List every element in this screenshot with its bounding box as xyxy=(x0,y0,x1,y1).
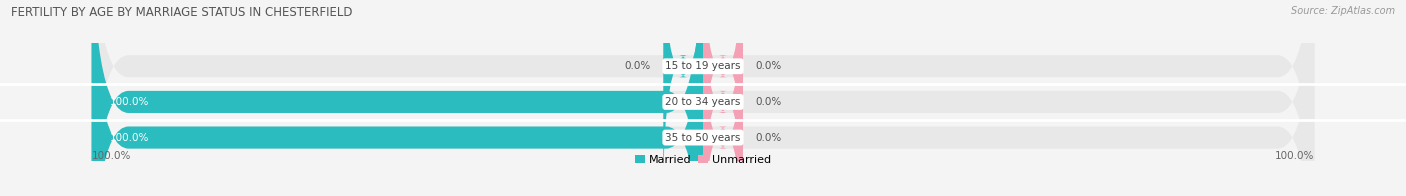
Text: 100.0%: 100.0% xyxy=(110,97,149,107)
Text: Source: ZipAtlas.com: Source: ZipAtlas.com xyxy=(1291,6,1395,16)
Text: 0.0%: 0.0% xyxy=(624,61,651,71)
Text: 100.0%: 100.0% xyxy=(1275,151,1315,161)
FancyBboxPatch shape xyxy=(91,0,703,196)
FancyBboxPatch shape xyxy=(703,0,742,196)
Text: FERTILITY BY AGE BY MARRIAGE STATUS IN CHESTERFIELD: FERTILITY BY AGE BY MARRIAGE STATUS IN C… xyxy=(11,6,353,19)
Text: 0.0%: 0.0% xyxy=(755,97,782,107)
FancyBboxPatch shape xyxy=(91,0,1315,196)
Text: 15 to 19 years: 15 to 19 years xyxy=(665,61,741,71)
Text: 20 to 34 years: 20 to 34 years xyxy=(665,97,741,107)
Text: 100.0%: 100.0% xyxy=(110,132,149,142)
FancyBboxPatch shape xyxy=(91,0,1315,196)
Legend: Married, Unmarried: Married, Unmarried xyxy=(630,150,776,169)
Text: 35 to 50 years: 35 to 50 years xyxy=(665,132,741,142)
Text: 0.0%: 0.0% xyxy=(755,61,782,71)
FancyBboxPatch shape xyxy=(664,0,703,196)
Text: 0.0%: 0.0% xyxy=(755,132,782,142)
FancyBboxPatch shape xyxy=(91,0,1315,196)
FancyBboxPatch shape xyxy=(703,0,742,196)
FancyBboxPatch shape xyxy=(703,6,742,196)
Text: 100.0%: 100.0% xyxy=(91,151,131,161)
FancyBboxPatch shape xyxy=(91,0,703,196)
